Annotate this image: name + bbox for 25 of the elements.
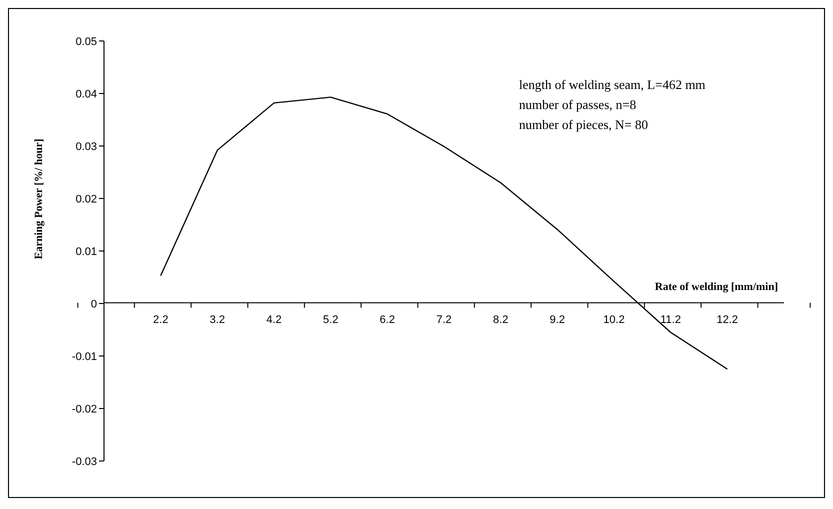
x-axis-title: Rate of welding [mm/min] xyxy=(654,280,778,293)
annotation: number of passes, n=8 xyxy=(519,96,638,114)
x-tick-label: 4.2 xyxy=(266,314,282,326)
y-tick-label: -0.02 xyxy=(72,403,97,416)
x-tick-label: 9.2 xyxy=(550,314,565,326)
y-tick-label: 0.01 xyxy=(76,246,97,258)
x-tick-label: 12.2 xyxy=(716,314,738,326)
annotation: length of welding seam, L=462 mm xyxy=(519,76,706,94)
x-tick-label: 7.2 xyxy=(436,314,452,326)
x-tick-label: 2.2 xyxy=(153,314,168,326)
y-tick-label: 0.04 xyxy=(76,88,97,100)
x-tick-label: 8.2 xyxy=(493,314,508,326)
annotation: number of pieces, N= 80 xyxy=(519,116,649,134)
x-tick-label: 3.2 xyxy=(210,314,225,326)
y-tick-label: 0.05 xyxy=(76,36,97,48)
y-tick-label: -0.03 xyxy=(72,456,97,468)
y-tick-label: -0.01 xyxy=(72,350,97,363)
y-tick-label: 0.03 xyxy=(76,140,97,153)
x-tick-label: 10.2 xyxy=(603,314,625,326)
y-axis-title: Earning Power [%/ hour] xyxy=(33,138,45,260)
x-tick-label: 6.2 xyxy=(380,314,395,326)
x-tick-label: 5.2 xyxy=(323,314,338,326)
y-tick-label: 0.02 xyxy=(76,193,97,206)
x-tick-label: 11.2 xyxy=(660,314,681,326)
y-tick-label: 0 xyxy=(90,298,97,310)
